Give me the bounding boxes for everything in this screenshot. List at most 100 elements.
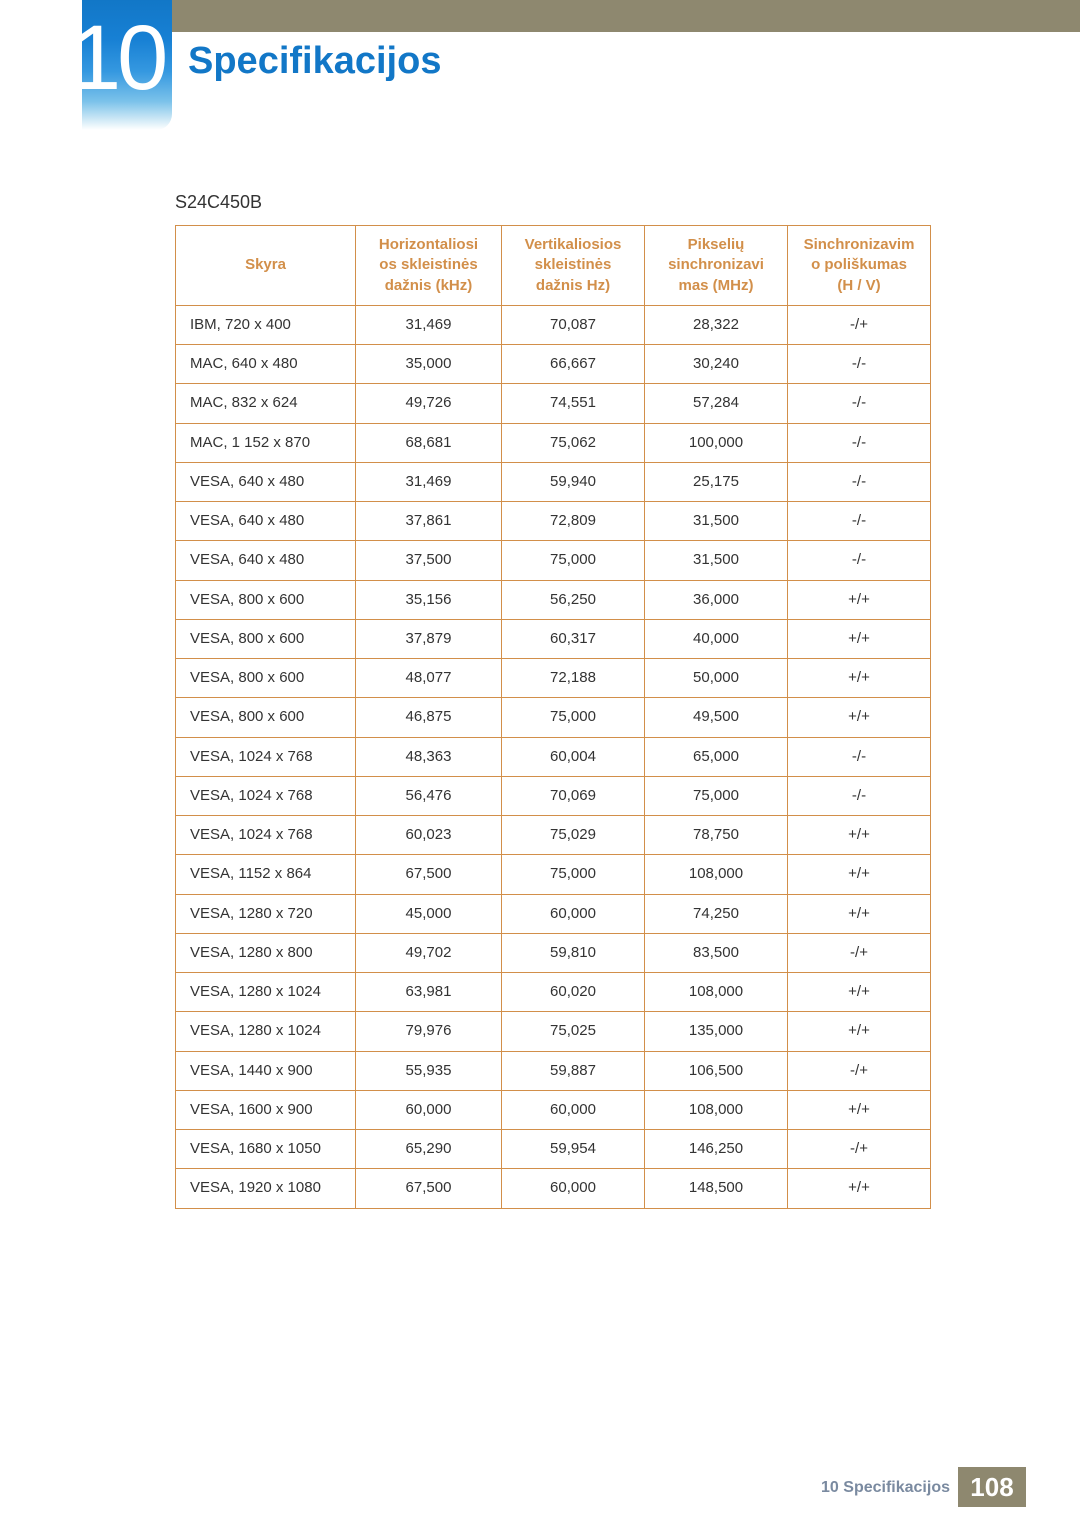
table-row: VESA, 800 x 60035,15656,25036,000+/+ — [176, 580, 931, 619]
cell-value: 75,000 — [502, 855, 645, 894]
table-row: VESA, 1680 x 105065,29059,954146,250-/+ — [176, 1130, 931, 1169]
cell-value: 60,000 — [356, 1090, 502, 1129]
table-row: VESA, 1920 x 108067,50060,000148,500+/+ — [176, 1169, 931, 1208]
cell-value: 59,954 — [502, 1130, 645, 1169]
cell-value: 31,469 — [356, 462, 502, 501]
cell-value: 72,188 — [502, 659, 645, 698]
cell-value: 75,062 — [502, 423, 645, 462]
cell-resolution: VESA, 1680 x 1050 — [176, 1130, 356, 1169]
cell-value: 30,240 — [645, 345, 788, 384]
spec-table-head: Skyra Horizontaliosios skleistinėsdažnis… — [176, 226, 931, 306]
cell-resolution: IBM, 720 x 400 — [176, 305, 356, 344]
cell-value: 49,500 — [645, 698, 788, 737]
cell-value: +/+ — [788, 1090, 931, 1129]
cell-value: +/+ — [788, 659, 931, 698]
cell-value: +/+ — [788, 619, 931, 658]
cell-value: 74,250 — [645, 894, 788, 933]
cell-value: 60,317 — [502, 619, 645, 658]
cell-value: 40,000 — [645, 619, 788, 658]
cell-value: 72,809 — [502, 502, 645, 541]
cell-value: 37,500 — [356, 541, 502, 580]
table-row: VESA, 1280 x 72045,00060,00074,250+/+ — [176, 894, 931, 933]
cell-value: 31,500 — [645, 502, 788, 541]
cell-resolution: VESA, 640 x 480 — [176, 462, 356, 501]
cell-value: 106,500 — [645, 1051, 788, 1090]
cell-value: 57,284 — [645, 384, 788, 423]
cell-value: 37,861 — [356, 502, 502, 541]
cell-value: 59,810 — [502, 933, 645, 972]
cell-value: 146,250 — [645, 1130, 788, 1169]
cell-value: -/- — [788, 462, 931, 501]
cell-value: +/+ — [788, 1169, 931, 1208]
cell-value: -/+ — [788, 1051, 931, 1090]
cell-value: 48,363 — [356, 737, 502, 776]
cell-value: +/+ — [788, 580, 931, 619]
cell-resolution: VESA, 1440 x 900 — [176, 1051, 356, 1090]
cell-value: 65,000 — [645, 737, 788, 776]
table-row: MAC, 832 x 62449,72674,55157,284-/- — [176, 384, 931, 423]
cell-resolution: VESA, 1280 x 1024 — [176, 1012, 356, 1051]
cell-value: 100,000 — [645, 423, 788, 462]
col-header-vertical: Vertikaliosiosskleistinėsdažnis Hz) — [502, 226, 645, 306]
col-header-skyra: Skyra — [176, 226, 356, 306]
cell-value: 60,004 — [502, 737, 645, 776]
footer-page-box: 108 — [958, 1467, 1026, 1507]
cell-value: -/- — [788, 737, 931, 776]
cell-value: 59,887 — [502, 1051, 645, 1090]
col-header-pixel: Pikseliųsinchronizavimas (MHz) — [645, 226, 788, 306]
cell-value: 70,069 — [502, 776, 645, 815]
cell-value: 60,000 — [502, 1169, 645, 1208]
cell-value: 68,681 — [356, 423, 502, 462]
cell-value: 60,000 — [502, 1090, 645, 1129]
cell-value: 65,290 — [356, 1130, 502, 1169]
cell-resolution: VESA, 640 x 480 — [176, 502, 356, 541]
table-row: VESA, 1600 x 90060,00060,000108,000+/+ — [176, 1090, 931, 1129]
table-row: VESA, 640 x 48037,50075,00031,500-/- — [176, 541, 931, 580]
footer-section-label: 10 Specifikacijos — [821, 1479, 950, 1497]
cell-resolution: VESA, 800 x 600 — [176, 659, 356, 698]
cell-value: 75,000 — [502, 698, 645, 737]
cell-value: 108,000 — [645, 1090, 788, 1129]
cell-value: 35,156 — [356, 580, 502, 619]
header-row: Skyra Horizontaliosios skleistinėsdažnis… — [176, 226, 931, 306]
cell-resolution: MAC, 640 x 480 — [176, 345, 356, 384]
spec-table: Skyra Horizontaliosios skleistinėsdažnis… — [175, 225, 931, 1209]
cell-value: 75,000 — [645, 776, 788, 815]
cell-value: 83,500 — [645, 933, 788, 972]
cell-value: 74,551 — [502, 384, 645, 423]
col-header-sync: Sinchronizavimo poliškumas(H / V) — [788, 226, 931, 306]
cell-value: 148,500 — [645, 1169, 788, 1208]
table-row: VESA, 800 x 60046,87575,00049,500+/+ — [176, 698, 931, 737]
cell-resolution: VESA, 800 x 600 — [176, 698, 356, 737]
chapter-title: Specifikacijos — [188, 40, 441, 83]
cell-resolution: VESA, 1280 x 1024 — [176, 973, 356, 1012]
cell-resolution: MAC, 832 x 624 — [176, 384, 356, 423]
table-row: VESA, 1440 x 90055,93559,887106,500-/+ — [176, 1051, 931, 1090]
cell-value: 79,976 — [356, 1012, 502, 1051]
cell-value: 135,000 — [645, 1012, 788, 1051]
cell-value: 70,087 — [502, 305, 645, 344]
cell-value: 108,000 — [645, 973, 788, 1012]
cell-value: 67,500 — [356, 855, 502, 894]
table-row: VESA, 800 x 60037,87960,31740,000+/+ — [176, 619, 931, 658]
cell-value: 48,077 — [356, 659, 502, 698]
cell-resolution: VESA, 1280 x 720 — [176, 894, 356, 933]
cell-value: -/- — [788, 776, 931, 815]
cell-value: 49,702 — [356, 933, 502, 972]
cell-value: 59,940 — [502, 462, 645, 501]
table-row: VESA, 1024 x 76856,47670,06975,000-/- — [176, 776, 931, 815]
cell-resolution: VESA, 1600 x 900 — [176, 1090, 356, 1129]
cell-resolution: VESA, 1152 x 864 — [176, 855, 356, 894]
table-row: VESA, 1280 x 102479,97675,025135,000+/+ — [176, 1012, 931, 1051]
cell-value: 108,000 — [645, 855, 788, 894]
cell-value: -/+ — [788, 933, 931, 972]
cell-value: 56,476 — [356, 776, 502, 815]
cell-value: 55,935 — [356, 1051, 502, 1090]
cell-value: 31,500 — [645, 541, 788, 580]
cell-resolution: VESA, 640 x 480 — [176, 541, 356, 580]
cell-value: 75,025 — [502, 1012, 645, 1051]
table-row: VESA, 1280 x 102463,98160,020108,000+/+ — [176, 973, 931, 1012]
table-row: IBM, 720 x 40031,46970,08728,322-/+ — [176, 305, 931, 344]
table-row: VESA, 640 x 48037,86172,80931,500-/- — [176, 502, 931, 541]
cell-value: 67,500 — [356, 1169, 502, 1208]
